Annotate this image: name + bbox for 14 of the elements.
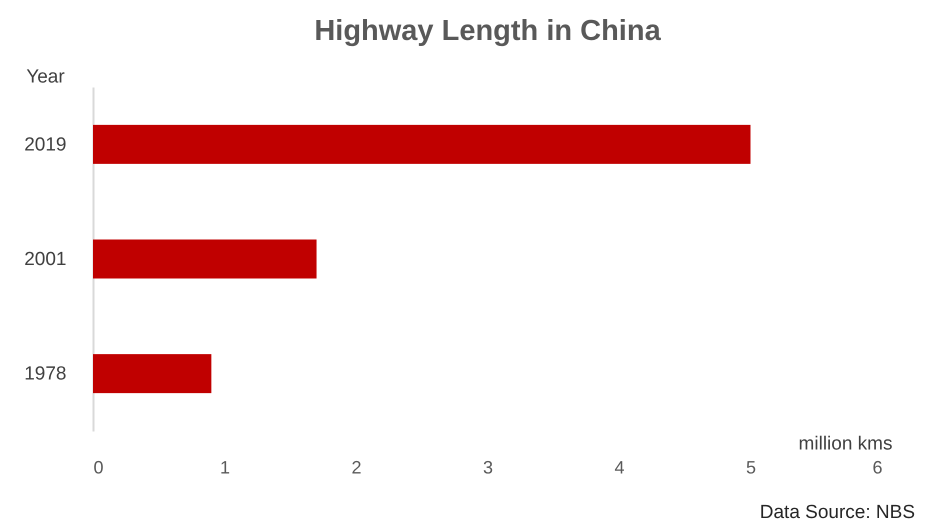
x-tick-label: 2 (351, 458, 362, 478)
source-note: Data Source: NBS (760, 502, 915, 523)
y-tick-label: 2001 (24, 249, 66, 270)
y-axis-title: Year (26, 66, 66, 88)
chart-title: Highway Length in China (314, 15, 662, 47)
x-tick-label: 1 (220, 458, 230, 478)
x-tick-label: 0 (94, 458, 104, 478)
y-tick-label: 1978 (24, 364, 66, 385)
x-tick-label: 3 (482, 458, 494, 478)
y-tick-label: 2019 (24, 134, 66, 156)
x-tick-label: 6 (872, 458, 882, 478)
x-tick-label: 5 (746, 458, 756, 478)
x-axis-title: million kms (798, 434, 892, 454)
x-tick-label: 4 (614, 458, 625, 478)
